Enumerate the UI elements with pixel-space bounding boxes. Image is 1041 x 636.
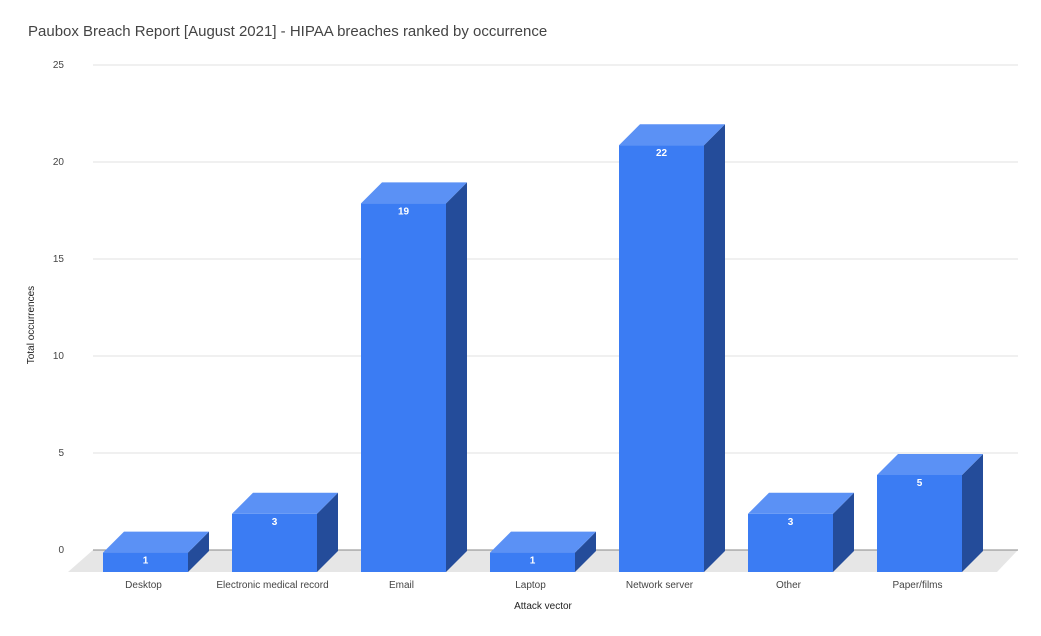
x-tick-label: Paper/films xyxy=(892,580,942,591)
bar-front-face xyxy=(877,475,962,572)
y-tick-label: 25 xyxy=(53,60,65,71)
data-label: 1 xyxy=(143,556,149,567)
data-label: 19 xyxy=(398,206,410,217)
bar-side-face xyxy=(446,182,467,572)
bar-top-face xyxy=(748,492,854,514)
y-tick-label: 5 xyxy=(58,448,64,459)
bar-front-face xyxy=(748,513,833,572)
data-label: 3 xyxy=(272,517,278,528)
bar-front-face xyxy=(103,552,188,572)
bar-top-face xyxy=(619,124,725,146)
x-axis-ticks: Desktop Electronic medical record Email Lap… xyxy=(125,580,942,591)
bar-side-face xyxy=(575,531,596,572)
bar-front-face xyxy=(619,145,704,572)
y-axis-ticks: 0 5 10 15 20 25 xyxy=(53,60,65,556)
y-axis-title: Total occurrences xyxy=(26,286,37,364)
bar: 19 xyxy=(361,182,467,572)
bar-side-face xyxy=(962,454,983,572)
x-tick-label: Electronic medical record xyxy=(216,580,328,591)
bar-front-face xyxy=(490,552,575,572)
bar-top-face xyxy=(877,454,983,475)
x-axis-title: Attack vector xyxy=(514,601,572,612)
bar: 1 xyxy=(103,531,209,572)
data-label: 1 xyxy=(530,556,536,567)
bar: 22 xyxy=(619,124,725,572)
data-label: 22 xyxy=(656,148,668,159)
x-tick-label: Network server xyxy=(626,580,694,591)
bar-side-face xyxy=(704,124,725,572)
bar-top-face xyxy=(490,531,596,553)
bar-side-face xyxy=(317,492,338,572)
bar-top-face xyxy=(232,492,338,514)
y-tick-label: 15 xyxy=(53,254,65,265)
bar: 5 xyxy=(877,454,983,572)
bar-side-face xyxy=(188,531,209,572)
data-label: 3 xyxy=(788,517,794,528)
bar-side-face xyxy=(833,492,854,572)
bar-front-face xyxy=(361,203,446,572)
bars: 1 3 19 1 22 3 5 xyxy=(103,124,983,572)
x-tick-label: Other xyxy=(776,580,802,591)
bar: 3 xyxy=(748,492,854,572)
bar-front-face xyxy=(232,513,317,572)
y-tick-label: 10 xyxy=(53,351,65,362)
bar: 3 xyxy=(232,492,338,572)
bar: 1 xyxy=(490,531,596,572)
bar-top-face xyxy=(103,531,209,553)
y-tick-label: 20 xyxy=(53,157,65,168)
x-tick-label: Email xyxy=(389,580,414,591)
x-tick-label: Laptop xyxy=(515,580,546,591)
x-tick-label: Desktop xyxy=(125,580,162,591)
y-tick-label: 0 xyxy=(58,545,64,556)
data-label: 5 xyxy=(917,478,923,489)
chart-title: Paubox Breach Report [August 2021] - HIP… xyxy=(28,23,547,40)
bar-top-face xyxy=(361,182,467,204)
